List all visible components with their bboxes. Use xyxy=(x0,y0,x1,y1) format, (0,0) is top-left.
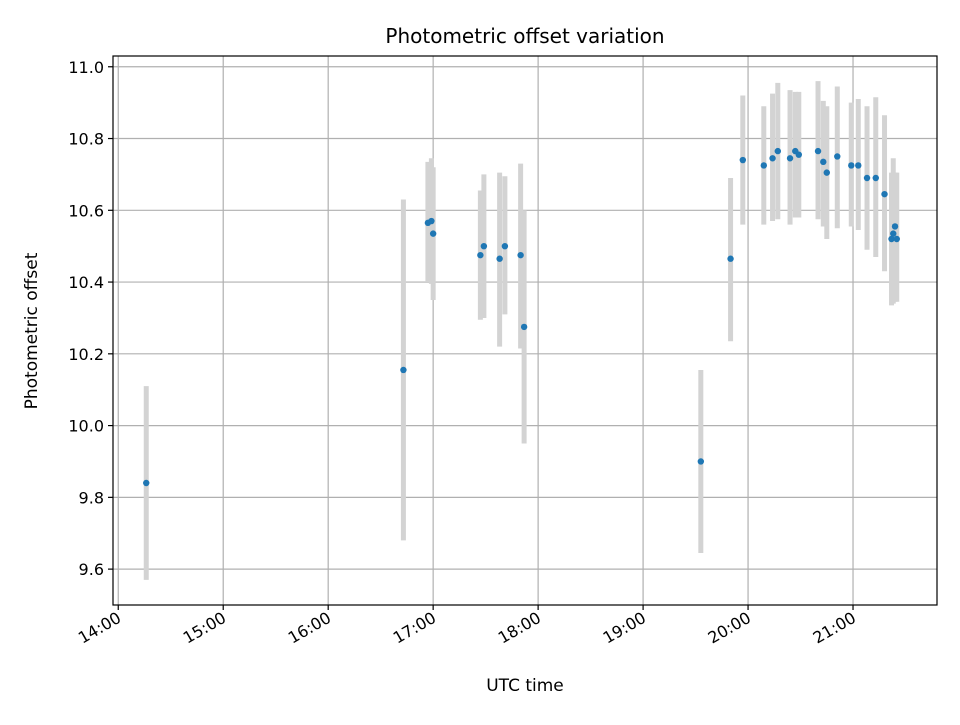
y-tick-label: 10.2 xyxy=(68,345,104,364)
y-tick-label: 11.0 xyxy=(68,58,104,77)
data-point xyxy=(855,162,862,169)
data-point xyxy=(143,479,150,487)
data-point xyxy=(769,155,776,162)
data-point xyxy=(520,323,528,331)
data-point xyxy=(820,158,827,166)
data-point xyxy=(480,242,488,250)
y-tick-label: 9.8 xyxy=(79,488,104,507)
y-tick-label: 10.4 xyxy=(68,273,104,292)
data-point xyxy=(881,190,888,198)
data-point xyxy=(517,251,524,259)
y-tick-label: 9.6 xyxy=(79,560,104,579)
data-point xyxy=(429,230,437,237)
data-point xyxy=(814,147,822,155)
data-point xyxy=(863,174,871,182)
data-point xyxy=(795,151,802,158)
data-point xyxy=(760,162,768,169)
data-point xyxy=(888,235,895,243)
data-point xyxy=(400,366,407,374)
y-axis-ticks: 9.6 9.8 10.0 10.2 10.4 10.6 10.8 11.0 xyxy=(68,58,113,579)
data-point xyxy=(786,155,794,162)
data-point xyxy=(739,156,747,164)
y-axis-label: Photometric offset xyxy=(22,252,42,409)
data-point xyxy=(774,147,781,155)
x-axis-label: UTC time xyxy=(486,676,564,696)
data-point xyxy=(477,251,484,259)
data-point xyxy=(501,242,509,250)
data-point xyxy=(872,174,879,182)
data-point xyxy=(823,169,830,176)
data-point xyxy=(893,235,900,243)
data-point xyxy=(891,223,899,230)
y-tick-label: 10.8 xyxy=(68,130,104,149)
data-point xyxy=(697,458,705,465)
data-point xyxy=(848,162,855,169)
data-point xyxy=(428,217,435,225)
data-point xyxy=(890,230,897,237)
plot-frame xyxy=(112,55,938,606)
data-point xyxy=(727,255,734,262)
data-point xyxy=(496,255,503,262)
y-tick-label: 10.0 xyxy=(68,417,104,436)
chart-title: Photometric offset variation xyxy=(385,24,664,48)
y-tick-label: 10.6 xyxy=(68,201,104,220)
data-point xyxy=(834,153,841,160)
data-points xyxy=(143,147,900,487)
